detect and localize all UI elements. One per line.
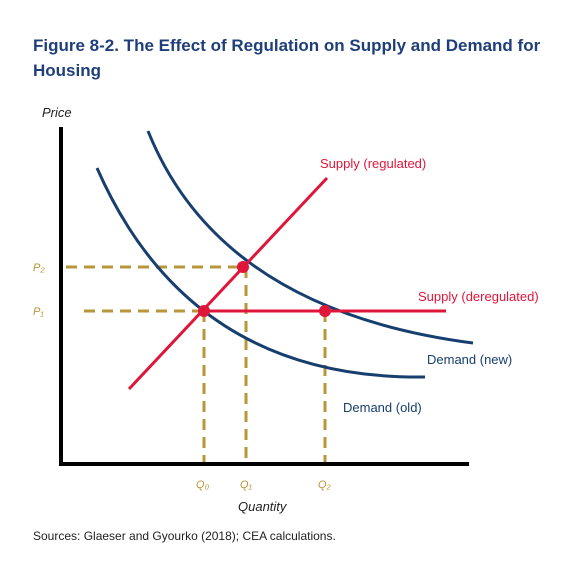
p1-label: P₁ <box>33 306 44 318</box>
q1-label: Q₁ <box>240 479 253 491</box>
q2-label: Q₂ <box>318 479 332 491</box>
equilibrium-point-p2-q1 <box>237 261 249 273</box>
demand-old-curve <box>95 167 426 379</box>
demand-new-curve <box>146 130 474 345</box>
supply-regulated-line <box>127 176 329 391</box>
figure-title: Figure 8-2. The Effect of Regulation on … <box>33 36 541 80</box>
demand-old-label: Demand (old) <box>343 400 422 415</box>
guide-lines <box>66 265 327 462</box>
equilibrium-point-p1-q2 <box>319 305 331 317</box>
x-axis-label: Quantity <box>238 499 288 514</box>
demand-new-label: Demand (new) <box>427 352 512 367</box>
supply-deregulated-label: Supply (deregulated) <box>418 289 539 304</box>
y-axis-label: Price <box>42 105 72 120</box>
q0-label: Q₀ <box>196 479 210 491</box>
equilibrium-point-p1-q0 <box>198 305 210 317</box>
supply-regulated-label: Supply (regulated) <box>320 156 426 171</box>
sources-note: Sources: Glaeser and Gyourko (2018); CEA… <box>33 529 336 543</box>
p2-label: P₂ <box>33 262 45 274</box>
